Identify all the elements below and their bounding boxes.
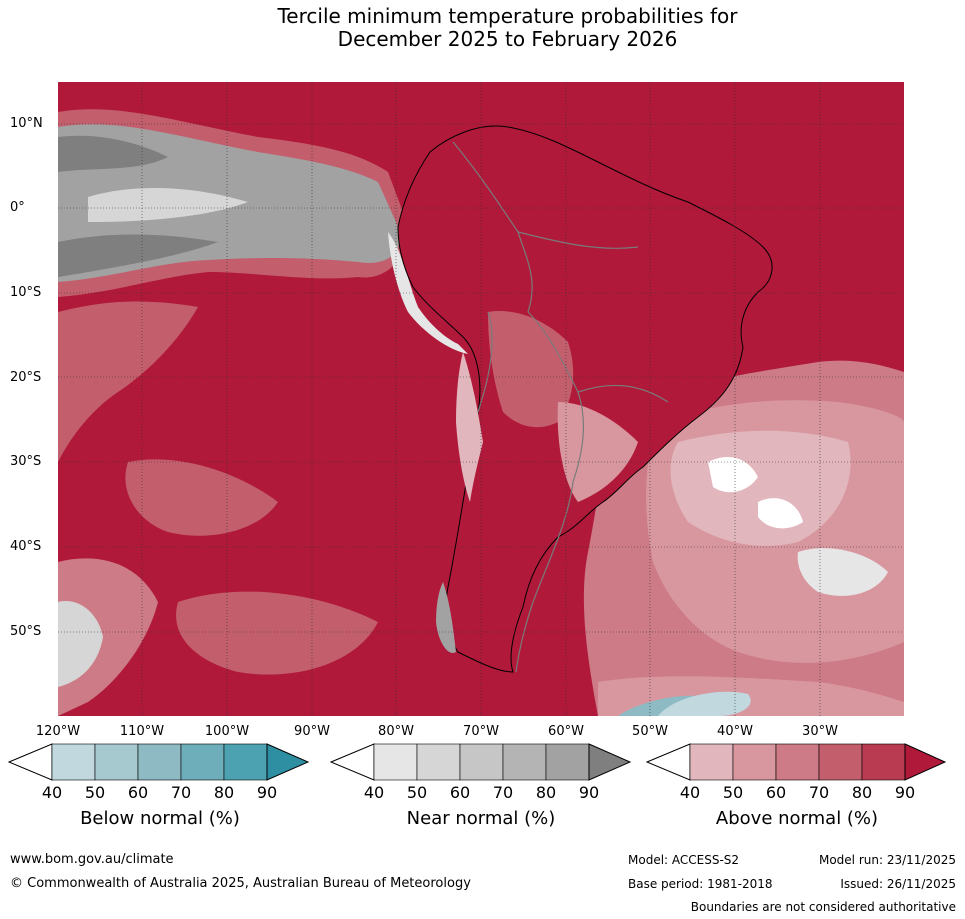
cbar-near-tick-90: 90 xyxy=(578,783,600,802)
atlantic-white-patch xyxy=(708,457,803,529)
lat-label-30s: 30°S xyxy=(10,454,42,469)
cbar-above-tick-70: 70 xyxy=(808,783,830,802)
cbar-below-title: Below normal (%) xyxy=(80,808,240,829)
cbar-near-seg-1 xyxy=(373,743,418,781)
chart-title: Tercile minimum temperature probabilitie… xyxy=(0,5,965,51)
cbar-near-tick-60: 60 xyxy=(449,783,471,802)
lon-label-60w: 60°W xyxy=(548,724,584,739)
lat-label-0: 0° xyxy=(10,200,25,215)
lon-label-110w: 110°W xyxy=(119,724,165,739)
lon-label-50w: 50°W xyxy=(632,724,668,739)
cbar-above-tick-40: 40 xyxy=(679,783,701,802)
lon-label-40w: 40°W xyxy=(717,724,753,739)
pacific-medium-patch xyxy=(58,301,198,462)
lon-label-30w: 30°W xyxy=(802,724,838,739)
lat-label-40s: 40°S xyxy=(10,539,42,554)
cbar-below-under xyxy=(8,743,53,781)
cbar-below-seg-1 xyxy=(51,743,96,781)
cbar-near-seg-3 xyxy=(459,743,504,781)
cbar-above-seg-5 xyxy=(861,743,906,781)
colorbar-below-normal xyxy=(8,743,310,781)
footer-issued: Issued: 26/11/2025 xyxy=(840,877,956,891)
cbar-below-over xyxy=(266,743,310,781)
cbar-above-under xyxy=(646,743,691,781)
patagonia-grey xyxy=(436,582,456,653)
cbar-near-tick-50: 50 xyxy=(406,783,428,802)
lon-label-90w: 90°W xyxy=(294,724,330,739)
cbar-near-title: Near normal (%) xyxy=(406,808,556,829)
land-medium-zone xyxy=(488,311,574,428)
cbar-below-seg-3 xyxy=(137,743,182,781)
country-borders xyxy=(452,141,669,673)
colorbar-above-normal xyxy=(646,743,947,781)
footer-copyright: © Commonwealth of Australia 2025, Austra… xyxy=(10,876,471,891)
cbar-below-seg-4 xyxy=(180,743,225,781)
cbar-above-seg-2 xyxy=(732,743,777,781)
footer-model-run: Model run: 23/11/2025 xyxy=(818,853,956,867)
cbar-near-under xyxy=(330,743,375,781)
cbar-above-title: Above normal (%) xyxy=(715,808,879,829)
footer-model: Model: ACCESS-S2 xyxy=(628,853,740,867)
cbar-near-tick-80: 80 xyxy=(535,783,557,802)
cbar-above-seg-3 xyxy=(775,743,820,781)
cbar-below-tick-70: 70 xyxy=(170,783,192,802)
lon-label-80w: 80°W xyxy=(378,724,414,739)
lat-label-10n: 10°N xyxy=(10,116,43,131)
pacific-light-patch-south xyxy=(58,558,158,716)
pacific-medium-patch-3 xyxy=(176,591,378,675)
footer-base-period: Base period: 1981-2018 xyxy=(628,877,773,891)
cbar-above-seg-4 xyxy=(818,743,863,781)
lat-label-20s: 20°S xyxy=(10,370,42,385)
lat-label-10s: 10°S xyxy=(10,285,42,300)
cbar-above-tick-80: 80 xyxy=(851,783,873,802)
near-normal-dark xyxy=(58,135,218,277)
below-normal-pale xyxy=(658,691,751,716)
title-line-2: December 2025 to February 2026 xyxy=(337,27,678,51)
cbar-above-tick-60: 60 xyxy=(765,783,787,802)
cbar-near-tick-40: 40 xyxy=(363,783,385,802)
cbar-below-tick-80: 80 xyxy=(213,783,235,802)
cbar-below-seg-5 xyxy=(223,743,268,781)
lon-label-120w: 120°W xyxy=(35,724,81,739)
cbar-near-tick-70: 70 xyxy=(492,783,514,802)
title-line-1: Tercile minimum temperature probabilitie… xyxy=(277,4,738,28)
pacific-medium-patch-2 xyxy=(125,459,278,536)
cbar-below-seg-2 xyxy=(94,743,139,781)
lon-label-100w: 100°W xyxy=(204,724,250,739)
colorbar-near-normal xyxy=(330,743,632,781)
cbar-below-tick-90: 90 xyxy=(256,783,278,802)
probability-map xyxy=(58,82,904,716)
cbar-below-tick-40: 40 xyxy=(41,783,63,802)
cbar-above-tick-90: 90 xyxy=(894,783,916,802)
cbar-near-seg-4 xyxy=(502,743,547,781)
lat-label-50s: 50°S xyxy=(10,624,42,639)
cbar-below-tick-50: 50 xyxy=(84,783,106,802)
land-light-zone xyxy=(557,402,638,502)
lon-label-70w: 70°W xyxy=(463,724,499,739)
cbar-above-tick-50: 50 xyxy=(722,783,744,802)
cbar-above-over xyxy=(904,743,947,781)
near-normal-light xyxy=(88,187,248,222)
cbar-near-seg-2 xyxy=(416,743,461,781)
pacific-grey-patch-south xyxy=(58,601,103,687)
cbar-above-seg-1 xyxy=(689,743,734,781)
footer-disclaimer: Boundaries are not considered authoritat… xyxy=(690,900,956,914)
andes-light-strip xyxy=(456,352,483,502)
footer-url[interactable]: www.bom.gov.au/climate xyxy=(10,852,174,867)
cbar-below-tick-60: 60 xyxy=(127,783,149,802)
map-gridlines xyxy=(58,82,904,716)
cbar-near-over xyxy=(588,743,632,781)
cbar-near-seg-5 xyxy=(545,743,590,781)
